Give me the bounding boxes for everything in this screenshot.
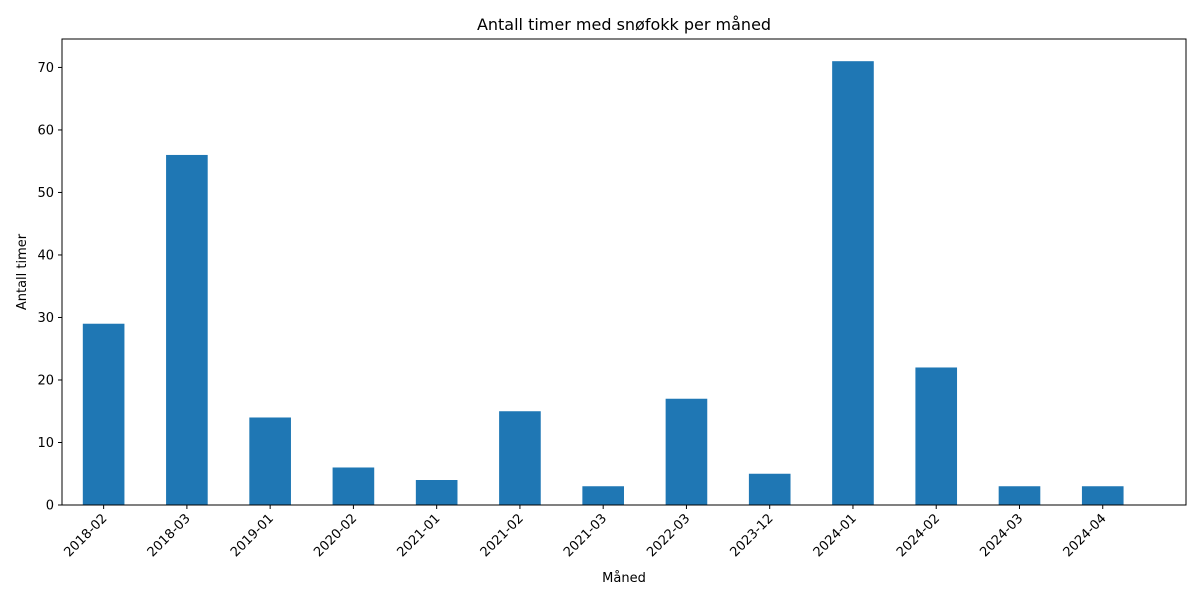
x-tick-label: 2024-03	[977, 511, 1026, 560]
y-tick-label: 0	[46, 499, 54, 514]
y-axis-ticks: 0 10 20 30 40 50 60 70	[37, 61, 62, 514]
y-tick-label: 60	[37, 123, 54, 138]
bar-2018-03	[166, 154, 208, 505]
bar-2021-03	[582, 486, 624, 505]
bar-2023-12	[748, 473, 791, 505]
bar-2019-01	[249, 417, 291, 505]
y-axis-label: Antall timer	[15, 233, 30, 310]
x-tick-label: 2018-02	[61, 511, 110, 560]
x-tick-label: 2024-01	[811, 511, 860, 560]
x-tick-label: 2021-02	[478, 511, 527, 560]
bars-group	[82, 61, 1124, 505]
y-tick-label: 30	[37, 311, 54, 326]
plot-frame	[61, 38, 1187, 506]
bar-2024-03	[998, 486, 1041, 505]
x-tick-label: 2019-01	[228, 511, 277, 560]
bar-2024-04	[1081, 486, 1124, 505]
y-tick-label: 10	[37, 436, 54, 451]
bar-2024-01	[832, 61, 874, 505]
y-tick-label: 70	[37, 61, 54, 76]
bar-2024-02	[915, 367, 958, 505]
bar-2022-03	[665, 398, 708, 505]
chart-title: Antall timer med snøfokk per måned	[477, 15, 771, 34]
bar-2021-02	[499, 411, 541, 505]
bar-2018-02	[82, 323, 125, 505]
x-axis-label: Måned	[602, 571, 646, 586]
x-tick-label: 2024-04	[1061, 511, 1110, 560]
x-tick-label: 2021-03	[561, 511, 610, 560]
bar-2021-01	[415, 480, 458, 505]
y-tick-label: 50	[37, 186, 54, 201]
y-tick-label: 40	[37, 248, 54, 263]
x-axis-ticks: 2018-02 2018-03 2019-01 2020-02 2021-01 2021-…	[61, 505, 1110, 560]
x-tick-label: 2020-02	[311, 511, 360, 560]
bar-2020-02	[332, 467, 375, 505]
x-tick-label: 2024-02	[894, 511, 943, 560]
x-tick-label: 2021-01	[394, 511, 443, 560]
x-tick-label: 2023-12	[728, 511, 777, 560]
y-tick-label: 20	[37, 373, 54, 388]
x-tick-label: 2022-03	[644, 511, 693, 560]
x-tick-label: 2018-03	[145, 511, 194, 560]
